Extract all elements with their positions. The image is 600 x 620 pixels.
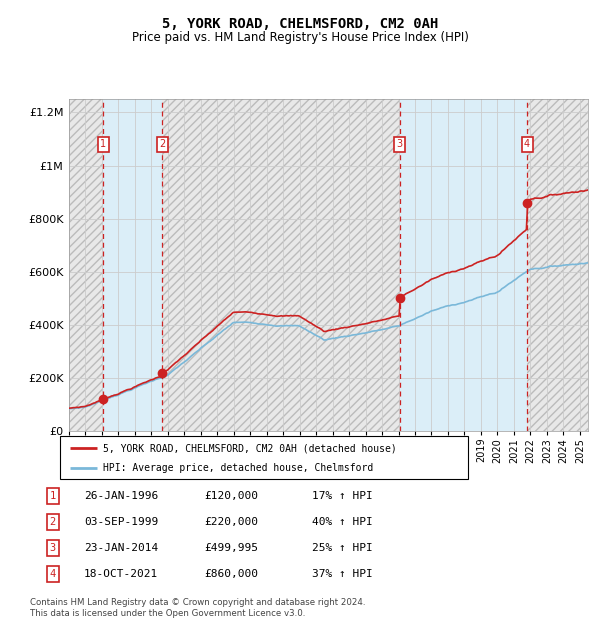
Text: 2: 2 xyxy=(159,140,166,149)
FancyBboxPatch shape xyxy=(60,436,468,479)
Bar xyxy=(400,99,527,431)
Text: 4: 4 xyxy=(50,569,56,579)
Bar xyxy=(69,99,103,431)
Text: 40% ↑ HPI: 40% ↑ HPI xyxy=(312,517,373,527)
Text: 26-JAN-1996: 26-JAN-1996 xyxy=(84,491,158,501)
Text: 03-SEP-1999: 03-SEP-1999 xyxy=(84,517,158,527)
Text: 5, YORK ROAD, CHELMSFORD, CM2 0AH: 5, YORK ROAD, CHELMSFORD, CM2 0AH xyxy=(162,17,438,32)
Text: 23-JAN-2014: 23-JAN-2014 xyxy=(84,543,158,553)
Text: 4: 4 xyxy=(524,140,530,149)
Text: 17% ↑ HPI: 17% ↑ HPI xyxy=(312,491,373,501)
Text: £120,000: £120,000 xyxy=(204,491,258,501)
Text: 1: 1 xyxy=(50,491,56,501)
Bar xyxy=(103,99,163,431)
Text: Price paid vs. HM Land Registry's House Price Index (HPI): Price paid vs. HM Land Registry's House … xyxy=(131,31,469,44)
Text: 3: 3 xyxy=(397,140,403,149)
Text: £860,000: £860,000 xyxy=(204,569,258,579)
Bar xyxy=(163,99,400,431)
Text: 18-OCT-2021: 18-OCT-2021 xyxy=(84,569,158,579)
Bar xyxy=(527,99,588,431)
Text: HPI: Average price, detached house, Chelmsford: HPI: Average price, detached house, Chel… xyxy=(103,463,373,473)
Text: £499,995: £499,995 xyxy=(204,543,258,553)
Text: 3: 3 xyxy=(50,543,56,553)
Text: 37% ↑ HPI: 37% ↑ HPI xyxy=(312,569,373,579)
Text: Contains HM Land Registry data © Crown copyright and database right 2024.
This d: Contains HM Land Registry data © Crown c… xyxy=(30,598,365,618)
Text: 5, YORK ROAD, CHELMSFORD, CM2 0AH (detached house): 5, YORK ROAD, CHELMSFORD, CM2 0AH (detac… xyxy=(103,443,397,453)
Text: £220,000: £220,000 xyxy=(204,517,258,527)
Text: 1: 1 xyxy=(100,140,106,149)
Text: 2: 2 xyxy=(50,517,56,527)
Text: 25% ↑ HPI: 25% ↑ HPI xyxy=(312,543,373,553)
